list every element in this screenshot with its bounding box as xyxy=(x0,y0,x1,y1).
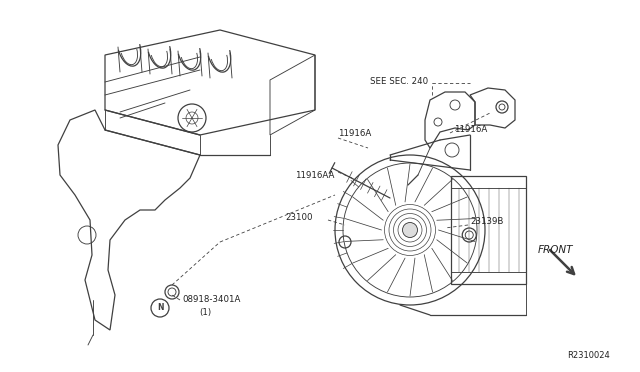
Text: 11916AA: 11916AA xyxy=(295,170,334,180)
Text: 08918-3401A: 08918-3401A xyxy=(182,295,241,305)
Text: R2310024: R2310024 xyxy=(567,350,610,359)
Text: 23100: 23100 xyxy=(285,214,312,222)
Text: 11916A: 11916A xyxy=(338,128,371,138)
Circle shape xyxy=(403,222,417,237)
Text: FRONT: FRONT xyxy=(538,245,573,255)
Text: (1): (1) xyxy=(199,308,211,317)
Text: N: N xyxy=(157,304,163,312)
Text: 11916A: 11916A xyxy=(454,125,487,135)
Text: SEE SEC. 240: SEE SEC. 240 xyxy=(370,77,428,87)
Text: 23139B: 23139B xyxy=(470,218,504,227)
